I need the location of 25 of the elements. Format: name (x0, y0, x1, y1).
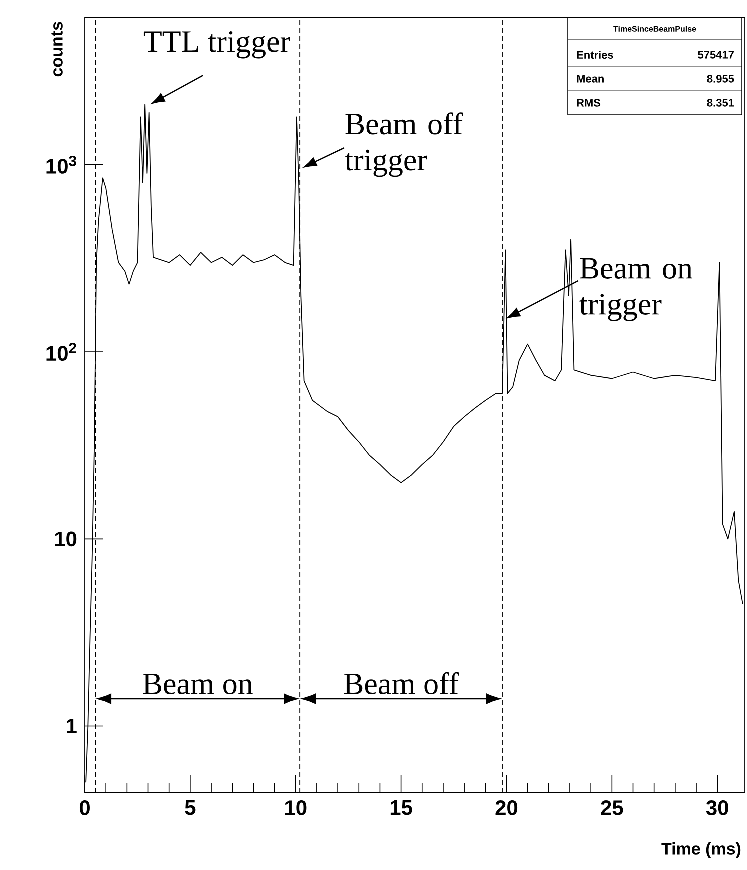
x-tick-label: 0 (80, 800, 90, 816)
y-axis-title: counts (52, 22, 63, 77)
y-tick-label: 10 (55, 532, 77, 547)
y-tick-label: 10$^{2}$ (46, 343, 76, 362)
x-tick-label: 15 (390, 800, 412, 816)
x-tick-label: 25 (601, 800, 624, 816)
annotation: Beam on trigger (580, 258, 693, 322)
annotation: RMS (577, 99, 601, 107)
annotation: Beam off trigger (345, 112, 464, 178)
y-tick-label: 10$^{3}$ (46, 156, 76, 174)
annotation: 575417 (698, 51, 734, 59)
annotation: Mean (577, 75, 604, 83)
y-tick-label: 1 (67, 719, 77, 734)
x-tick-label: 10 (286, 800, 307, 816)
x-axis-title: Time (ms) (662, 842, 741, 858)
annotation: Entries (577, 50, 614, 60)
x-tick-label: 5 (185, 800, 196, 816)
annotation: Beam off (344, 672, 460, 695)
annotation: TimeSinceBeamPulse (614, 26, 696, 32)
annotation: TTL trigger (144, 31, 290, 59)
x-tick-label: 20 (496, 800, 518, 816)
annotation: Beam on (143, 674, 253, 695)
x-tick-label: 30 (706, 800, 728, 816)
annotation: 8.351 (707, 99, 734, 107)
annotation: 8.955 (707, 75, 734, 83)
